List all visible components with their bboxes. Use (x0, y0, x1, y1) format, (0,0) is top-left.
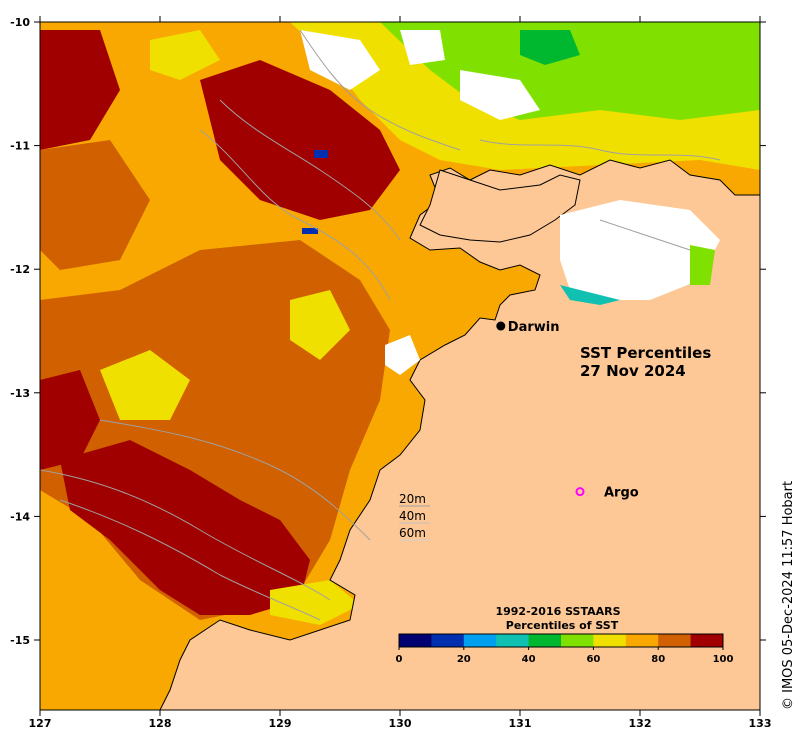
depth-label-40m: 40m (399, 509, 426, 523)
argo-marker (575, 487, 585, 497)
sst-region-yellow-1 (100, 350, 190, 420)
sst-region-yellow-2 (290, 290, 350, 360)
colorbar-segment (690, 634, 724, 647)
map-plot-area (40, 22, 760, 710)
lon-tick-label: 132 (629, 717, 652, 730)
darwin-marker (496, 321, 506, 331)
sst-region-red-west2 (40, 370, 100, 470)
colorbar-tick-label: 20 (457, 654, 471, 665)
lon-tick-label: 128 (149, 717, 172, 730)
colorbar-segment (658, 634, 692, 647)
colorbar-segment (431, 634, 465, 647)
colorbar-outline (398, 633, 724, 648)
bathymetry-contours (40, 29, 721, 621)
lat-tick-label: -12 (10, 263, 30, 276)
sst-region-yellow-4 (150, 30, 220, 80)
latitude-labels: -10 -11 -12 -13 -14 -15 (10, 16, 30, 647)
longitude-labels: 127 128 129 130 131 132 133 (29, 717, 772, 730)
lon-tick-label: 131 (509, 717, 532, 730)
colorbar-ticks: 0 20 40 60 80 100 (396, 647, 734, 665)
map-title-line1: SST Percentiles (580, 344, 711, 362)
colorbar-segment (561, 634, 594, 647)
sst-region-gulf-white (560, 200, 720, 300)
colorbar-tick-label: 80 (651, 654, 665, 665)
lon-tick-label: 127 (29, 717, 52, 730)
lat-tick-label: -10 (10, 16, 30, 29)
lon-tick-label: 133 (749, 717, 772, 730)
depth-label-60m: 60m (399, 526, 426, 540)
sst-region-coastal-green (560, 285, 620, 305)
land-tiwi-islands (419, 169, 581, 243)
argo-label: Argo (604, 486, 639, 501)
sst-speck-blue (314, 150, 328, 158)
colorbar-tick-label: 0 (396, 654, 403, 665)
colorbar-title-line2: Percentiles of SST (506, 619, 619, 632)
sst-region-red-south (60, 440, 310, 615)
sst-region-yellow-3 (270, 580, 360, 625)
sst-region-gulf-white2 (385, 335, 420, 375)
colorbar-tick-label: 40 (522, 654, 536, 665)
imos-credit: © IMOS 05-Dec-2024 11:57 Hobart (781, 481, 796, 710)
darwin-label: Darwin (508, 320, 560, 335)
lat-tick-label: -13 (10, 387, 30, 400)
colorbar-segment (625, 634, 659, 647)
colorbar-segment (399, 634, 432, 647)
colorbar-tick-label: 100 (713, 654, 734, 665)
colorbar-tick-label: 60 (586, 654, 600, 665)
colorbar-segments (398, 633, 724, 648)
colorbar-segment (496, 634, 530, 647)
sst-region-dark-orange-west (40, 140, 150, 270)
lat-tick-label: -15 (10, 634, 30, 647)
map-title-line2: 27 Nov 2024 (580, 362, 686, 380)
sst-speck-blue2 (302, 228, 318, 234)
sst-region-red-north (200, 60, 400, 220)
colorbar: 1992-2016 SSTAARS Percentiles of SST 0 20… (396, 605, 734, 665)
sst-region-north-white3 (400, 30, 445, 65)
sst-region-red-west (40, 30, 120, 150)
lat-tick-label: -14 (10, 510, 30, 523)
colorbar-segment (528, 634, 562, 647)
sst-region-north-green3 (520, 30, 580, 65)
depth-legend: 20m 40m 60m (399, 492, 430, 541)
depth-label-20m: 20m (399, 492, 426, 506)
lon-tick-label: 129 (269, 717, 292, 730)
sst-region-north-white (300, 30, 380, 90)
places-layer: Darwin Argo (496, 320, 639, 501)
colorbar-title-line1: 1992-2016 SSTAARS (495, 605, 620, 618)
lat-tick-label: -11 (10, 140, 30, 153)
lon-tick-label: 130 (389, 717, 412, 730)
colorbar-segment (463, 634, 497, 647)
colorbar-segment (593, 634, 627, 647)
sst-region-coastal-green2 (690, 245, 715, 285)
tick-marks (34, 16, 766, 716)
sst-region-north-white2 (460, 70, 540, 120)
